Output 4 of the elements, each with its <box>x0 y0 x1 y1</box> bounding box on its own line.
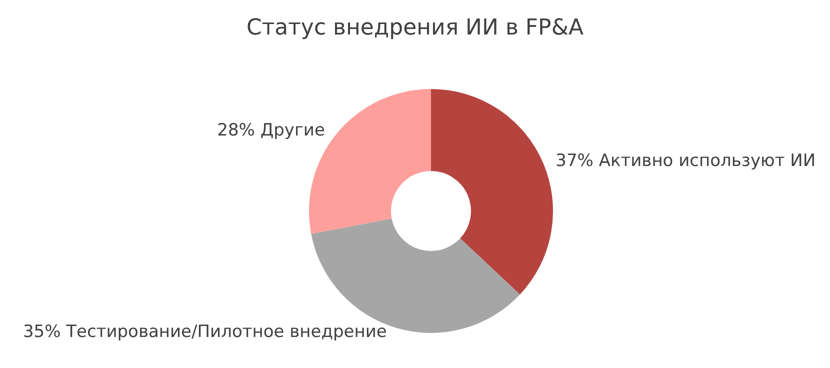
slice-label: 35% Тестирование/Пилотное внедрение <box>22 322 387 342</box>
slice-label: 28% Другие <box>217 120 325 141</box>
chart-title: Статус внедрения ИИ в FP&A <box>246 16 584 40</box>
slice-label: 37% Активно используют ИИ <box>556 150 816 171</box>
